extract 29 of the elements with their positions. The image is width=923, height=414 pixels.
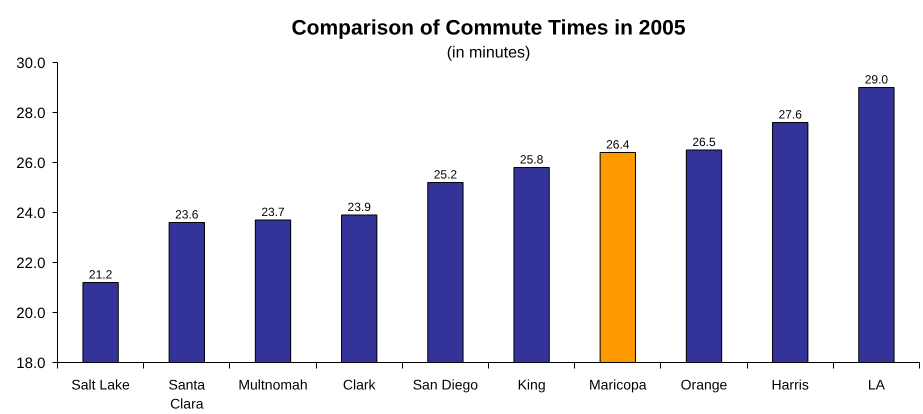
data-label: 23.6 — [175, 208, 199, 222]
data-label: 23.7 — [261, 205, 286, 219]
y-tick-label: 26.0 — [16, 155, 46, 172]
data-label: 21.2 — [88, 268, 113, 282]
x-tick-label: King — [518, 376, 546, 392]
x-tick-label: Salt Lake — [71, 376, 130, 392]
y-tick-label: 24.0 — [16, 205, 46, 222]
y-tick-label: 30.0 — [16, 55, 46, 72]
x-tick-label: Orange — [680, 376, 728, 392]
x-tick-label: San Diego — [412, 376, 478, 392]
data-label: 23.9 — [348, 200, 372, 214]
chart-title: Comparison of Commute Times in 2005 — [291, 16, 686, 40]
y-tick-label: 22.0 — [16, 255, 46, 272]
data-label: 26.5 — [692, 135, 716, 149]
data-label: 25.8 — [520, 152, 544, 166]
y-tick-label: 28.0 — [16, 105, 46, 122]
x-tick-label: Harris — [772, 376, 809, 392]
data-label: 27.6 — [778, 108, 802, 122]
data-label: 25.2 — [434, 168, 458, 182]
x-tick-label: Santa Clara — [168, 376, 206, 412]
y-tick-label: 20.0 — [16, 305, 46, 322]
data-label: 26.4 — [606, 138, 630, 152]
y-tick-label: 18.0 — [16, 355, 46, 372]
x-tick-label: Maricopa — [589, 376, 647, 392]
x-tick-label: Multnomah — [238, 376, 308, 392]
chart-subtitle: (in minutes) — [446, 44, 530, 62]
x-tick-label: LA — [868, 376, 886, 392]
x-tick-label: Clark — [342, 376, 377, 392]
data-label: 29.0 — [864, 72, 888, 86]
